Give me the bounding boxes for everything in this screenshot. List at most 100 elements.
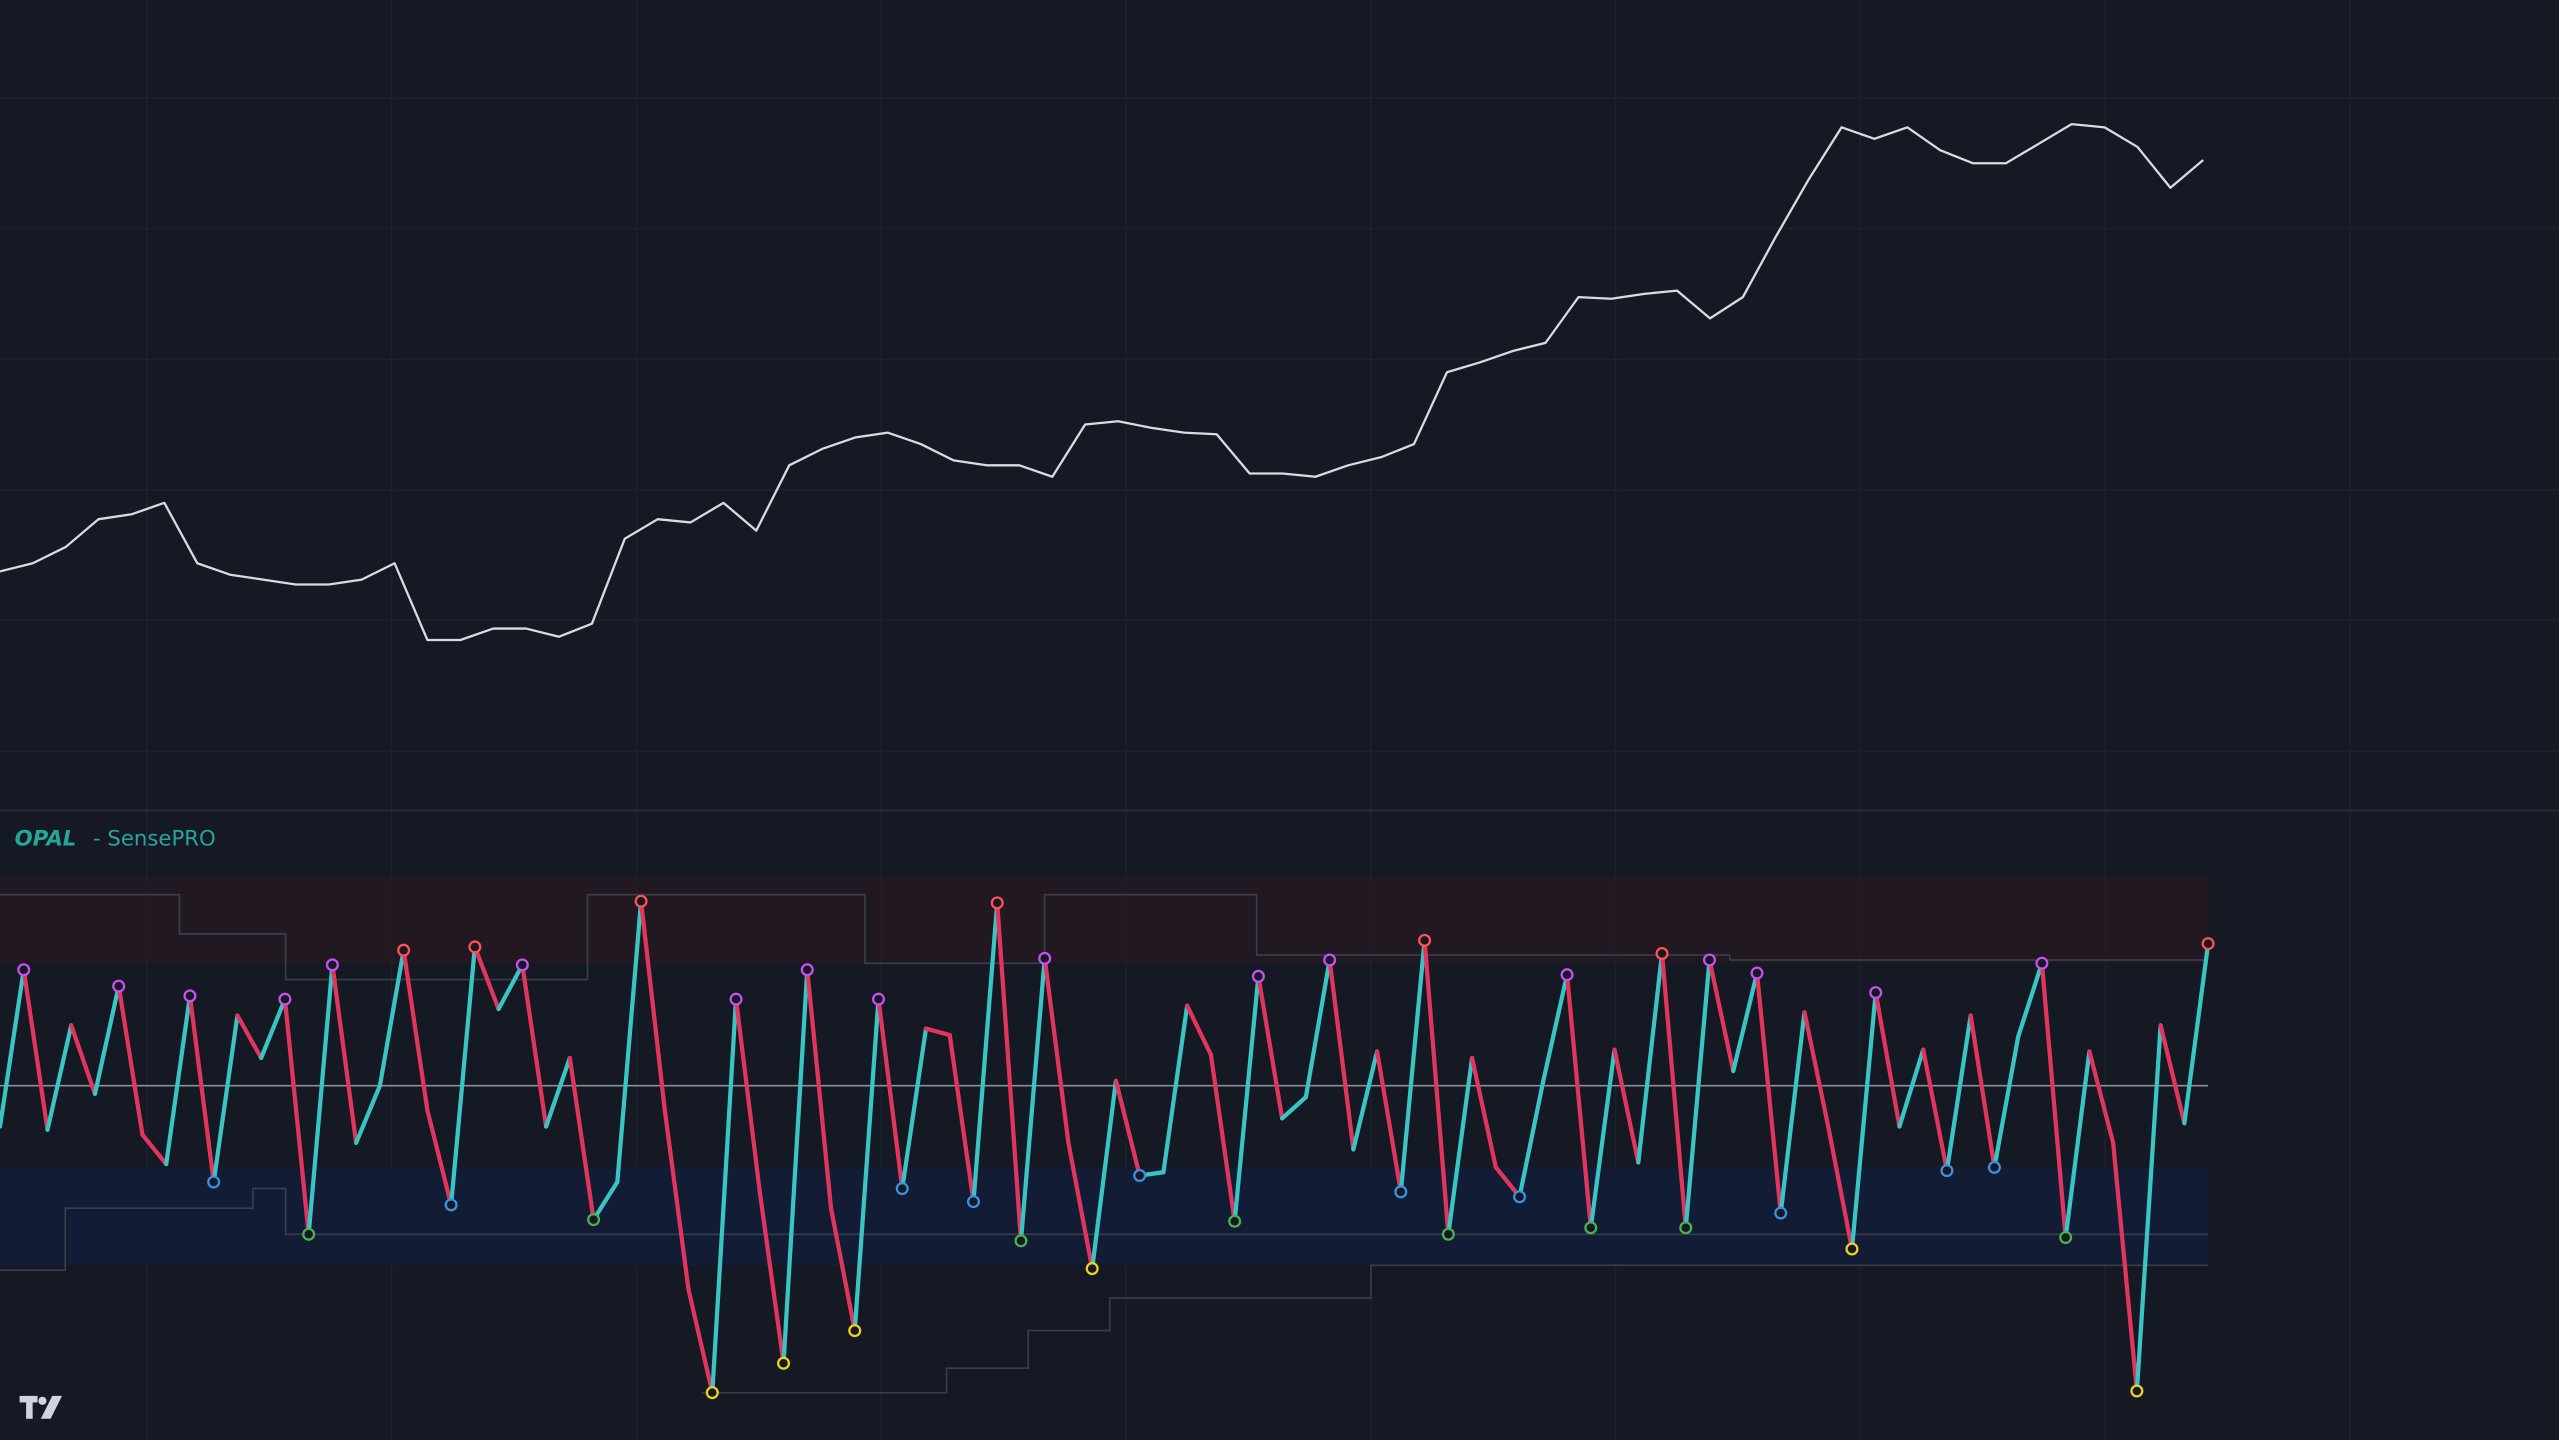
oscillator-segment — [995, 900, 1024, 1243]
oscillator-segment — [496, 962, 525, 1012]
pivot-marker — [1845, 1242, 1859, 1256]
oscillator-segment — [1208, 1052, 1237, 1224]
pivot-marker — [17, 963, 31, 977]
oscillator-segment — [282, 997, 311, 1237]
oscillator-segment — [1398, 938, 1427, 1194]
pivot-marker — [705, 1386, 719, 1400]
oscillator-segment — [1303, 957, 1332, 1100]
oscillator-segment — [1731, 970, 1760, 1074]
pivot-marker — [1750, 966, 1764, 980]
oscillator-segment — [520, 962, 549, 1129]
oscillator-segment — [1968, 1013, 1997, 1170]
oscillator — [0, 894, 2215, 1400]
pivot-marker — [1702, 953, 1717, 967]
oscillator-segment — [1280, 1095, 1308, 1121]
oscillator-segment — [354, 1083, 383, 1145]
oscillator-segment — [1802, 1010, 1831, 1129]
oscillator-segment — [900, 1026, 929, 1191]
oscillator-segment — [1185, 1003, 1214, 1057]
pivot-marker — [1251, 969, 1265, 983]
oscillator-segment — [686, 1287, 715, 1395]
oscillator-segment — [1374, 1049, 1403, 1194]
oscillator-segment — [1351, 1049, 1380, 1152]
oscillator-segment — [781, 967, 810, 1366]
oscillator-segment — [1778, 1010, 1807, 1216]
pivot-marker — [729, 992, 743, 1006]
oscillator-segment — [1232, 974, 1261, 1224]
oscillator-segment — [615, 899, 644, 1185]
oscillator-segment — [1446, 1055, 1475, 1237]
price-pane — [0, 122, 2204, 642]
oscillator-segment — [306, 962, 335, 1237]
pivot-marker — [2035, 956, 2049, 970]
oscillator-segment — [45, 1023, 74, 1132]
oscillator-segment — [92, 984, 121, 1096]
oscillator-segment — [1161, 1003, 1190, 1175]
oscillator-segment — [164, 993, 193, 1167]
oscillator-segment — [1018, 956, 1047, 1243]
pivot-marker — [1940, 1164, 1954, 1178]
pivot-marker — [1774, 1206, 1788, 1220]
oscillator-segment — [1826, 1124, 1855, 1252]
oscillator-segment — [2063, 1049, 2092, 1240]
oscillator-segment — [1636, 951, 1665, 1165]
lower-band — [0, 1187, 2209, 1394]
oscillator-segment — [1588, 1047, 1617, 1230]
oscillator-segment — [1683, 957, 1712, 1230]
oscillator-segment — [0, 967, 26, 1129]
oscillator-segment — [710, 997, 739, 1395]
oscillator-segment — [1327, 957, 1356, 1152]
oscillator-segment — [1992, 1034, 2021, 1170]
oscillator-segment — [852, 997, 881, 1333]
oscillator-segment — [591, 1179, 620, 1222]
pivot-marker — [278, 992, 292, 1006]
pivot-marker — [1560, 968, 1574, 982]
oscillator-segment — [1042, 956, 1071, 1145]
oscillator-segment — [947, 1032, 976, 1204]
pivot-marker — [848, 1324, 862, 1338]
indicator-name: OPAL — [15, 827, 77, 852]
oscillator-segment — [259, 997, 288, 1061]
oscillator-segment — [757, 1189, 786, 1366]
oscillator-segment — [2039, 961, 2068, 1240]
oscillator-segment — [211, 1013, 240, 1185]
pivot-marker — [1513, 1190, 1527, 1204]
oscillator-segment — [1921, 1047, 1950, 1173]
oscillator-segment — [1707, 957, 1736, 1074]
pivot-marker — [1323, 953, 1337, 967]
oscillator-segment — [638, 899, 667, 1113]
pivot-marker — [1418, 933, 1432, 947]
pivot-marker — [1441, 1227, 1455, 1241]
oscillator-segment — [2158, 1023, 2187, 1126]
oscillator-segment — [1541, 972, 1570, 1083]
pivot-marker — [990, 896, 1004, 910]
oscillator-segment — [543, 1055, 572, 1129]
pivot-marker — [2130, 1384, 2144, 1398]
logo — [19, 1395, 63, 1419]
pivot-marker — [444, 1198, 458, 1212]
oscillator-segment — [1066, 1140, 1095, 1271]
oscillator-segment — [116, 984, 145, 1137]
oscillator-segment — [1113, 1078, 1142, 1178]
oscillator-segment — [425, 1108, 454, 1208]
oscillator-segment — [733, 997, 762, 1194]
oscillator-segment — [923, 1026, 952, 1038]
pivot-marker — [871, 992, 886, 1006]
oscillator-segment — [971, 900, 1000, 1204]
oscillator-segment — [1564, 972, 1593, 1230]
oscillator-segment — [2016, 961, 2045, 1039]
pivot-marker — [2059, 1231, 2073, 1245]
oscillator-segment — [876, 997, 905, 1191]
pivot-marker — [895, 1182, 909, 1196]
pivot-marker — [183, 989, 197, 1003]
oscillator-segment — [1754, 970, 1783, 1216]
pivot-marker — [776, 1356, 791, 1370]
oscillator-segment — [69, 1023, 98, 1096]
oscillator-segment — [567, 1055, 596, 1222]
oscillator-segment — [828, 1206, 857, 1333]
upper-band — [0, 893, 2209, 981]
pivot-marker — [1679, 1221, 1693, 1235]
oscillator-segment — [1517, 1078, 1546, 1199]
